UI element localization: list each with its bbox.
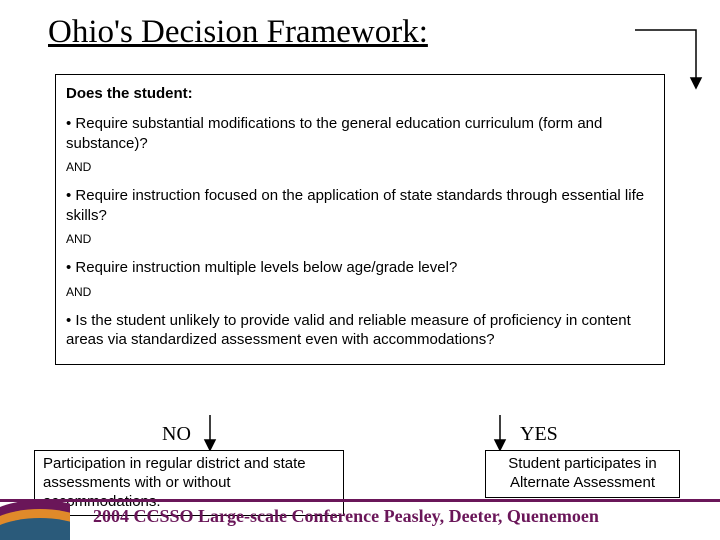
corner-logo [0, 502, 70, 540]
footer-text: 2004 CCSSO Large-scale Conference Peasle… [93, 506, 693, 527]
criteria-box: Does the student: • Require substantial … [55, 74, 665, 365]
criteria-q2: • Require instruction focused on the app… [56, 182, 664, 229]
page-title: Ohio's Decision Framework: [48, 14, 428, 51]
and-1: AND [56, 157, 664, 182]
no-branch-label: NO [162, 423, 191, 446]
and-2: AND [56, 229, 664, 254]
footer-rule [0, 499, 720, 502]
criteria-q3: • Require instruction multiple levels be… [56, 254, 664, 282]
yes-outcome-box: Student participates in Alternate Assess… [485, 450, 680, 498]
criteria-q4: • Is the student unlikely to provide val… [56, 307, 664, 354]
and-3: AND [56, 282, 664, 307]
yes-branch-label: YES [520, 423, 558, 446]
yes-outcome-line1: Student participates in [494, 455, 671, 474]
criteria-q1: • Require substantial modifications to t… [56, 110, 664, 157]
criteria-header: Does the student: [56, 81, 664, 110]
yes-outcome-line2: Alternate Assessment [494, 474, 671, 493]
